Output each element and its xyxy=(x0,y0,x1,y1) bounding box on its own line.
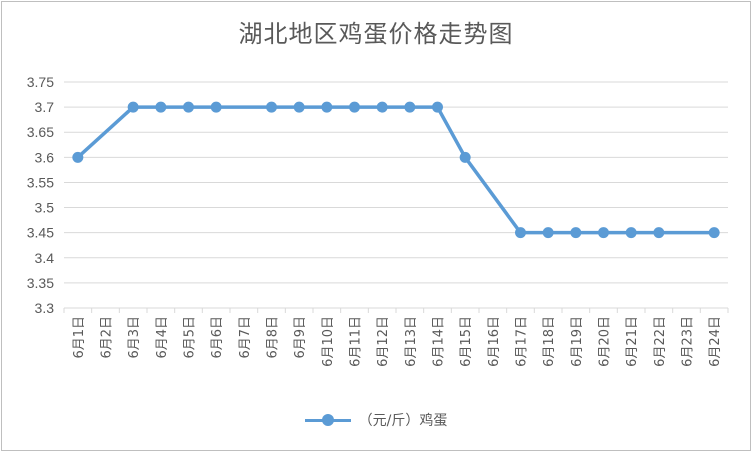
legend-swatch xyxy=(304,414,351,426)
line-chart: 3.3 3.35 3.4 3.45 3.5 3.55 3.6 3.65 3.7 3.75 6月1日 6… xyxy=(27,74,729,367)
x-tick-label: 6月10日 xyxy=(321,316,336,367)
data-point xyxy=(625,227,637,239)
data-point xyxy=(570,227,582,239)
x-tick-label: 6月8日 xyxy=(266,316,281,359)
x-tick-label: 6月15日 xyxy=(459,316,474,367)
x-tick-label: 6月6日 xyxy=(210,316,225,359)
data-point xyxy=(155,101,167,113)
x-tick-label: 6月1日 xyxy=(72,316,87,359)
y-tick-label: 3.55 xyxy=(27,174,54,190)
data-point xyxy=(349,101,360,113)
data-point xyxy=(376,101,388,113)
data-point xyxy=(432,101,443,113)
data-point xyxy=(183,101,194,113)
x-tick-label: 6月4日 xyxy=(155,316,170,359)
x-tick-label: 6月5日 xyxy=(183,316,198,359)
data-point xyxy=(653,227,665,239)
data-point xyxy=(266,101,277,113)
data-point xyxy=(515,227,526,239)
x-tick-label: 6月19日 xyxy=(570,316,585,367)
x-tick-label: 6月20日 xyxy=(598,316,613,367)
y-tick-label: 3.75 xyxy=(27,74,54,90)
data-point xyxy=(210,101,222,113)
x-tick-label: 6月22日 xyxy=(653,316,668,367)
x-tick-label: 6月18日 xyxy=(542,316,557,367)
y-tick-label: 3.65 xyxy=(27,124,54,140)
data-point xyxy=(293,101,305,113)
x-tick-label: 6月14日 xyxy=(432,316,447,367)
data-point xyxy=(72,151,84,163)
x-tick-label: 6月3日 xyxy=(127,316,142,359)
data-point xyxy=(542,227,554,239)
data-point xyxy=(127,101,139,113)
y-tick-label: 3.35 xyxy=(27,275,54,291)
y-tick-label: 3.6 xyxy=(35,149,55,165)
x-tick-label: 6月7日 xyxy=(238,316,253,359)
x-tick-label: 6月17日 xyxy=(515,316,530,367)
legend-label: （元/斤）鸡蛋 xyxy=(358,413,448,429)
data-point xyxy=(404,101,416,113)
series-line xyxy=(76,105,716,235)
y-tick-label: 3.45 xyxy=(27,225,54,241)
x-tick-label: 6月16日 xyxy=(487,316,502,367)
data-point xyxy=(321,101,333,113)
legend: （元/斤）鸡蛋 xyxy=(2,410,750,430)
data-point xyxy=(459,151,471,163)
y-tick-label: 3.7 xyxy=(35,99,55,115)
data-point xyxy=(598,227,609,239)
x-tick-label: 6月12日 xyxy=(376,316,391,367)
x-tick-label: 6月23日 xyxy=(681,316,696,367)
x-tick-label: 6月13日 xyxy=(404,316,419,367)
x-tick-label: 6月24日 xyxy=(708,316,723,367)
chart-title: 湖北地区鸡蛋价格走势图 xyxy=(238,20,514,48)
x-tick-label: 6月9日 xyxy=(293,316,308,359)
y-tick-label: 3.5 xyxy=(35,200,55,216)
x-tick-label: 6月11日 xyxy=(349,316,364,367)
x-tick-label: 6月2日 xyxy=(100,316,115,359)
x-tick-label: 6月21日 xyxy=(625,316,640,367)
y-tick-label: 3.4 xyxy=(35,250,55,266)
data-point xyxy=(708,227,720,239)
y-tick-label: 3.3 xyxy=(35,300,55,316)
